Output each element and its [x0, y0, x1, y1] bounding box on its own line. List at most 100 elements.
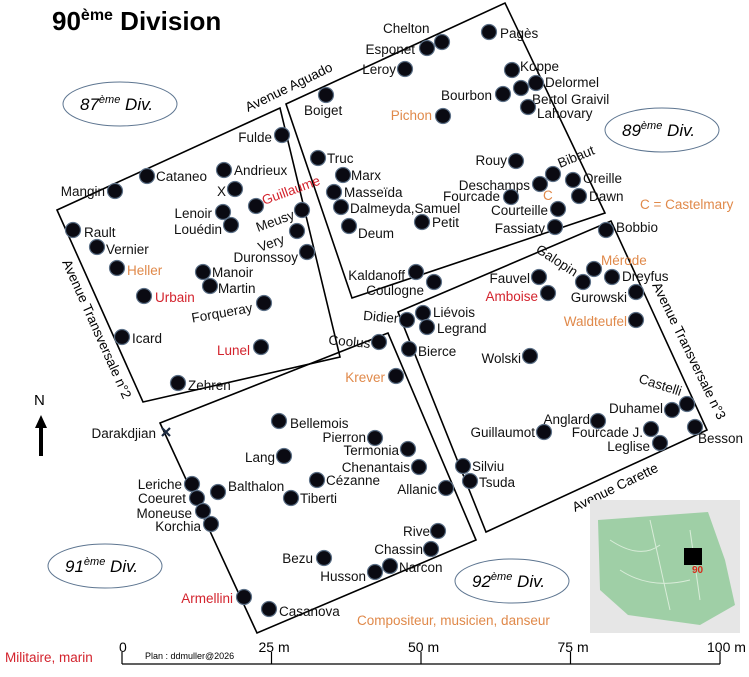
- grave-marker[interactable]: [574, 273, 592, 291]
- grave-marker[interactable]: [454, 457, 472, 475]
- grave-marker[interactable]: [418, 318, 436, 336]
- grave-andrieux[interactable]: Andrieux: [215, 161, 288, 179]
- grave-courteille[interactable]: Courteille: [491, 200, 567, 219]
- grave-rive[interactable]: Rive: [403, 522, 447, 540]
- grave-zehren[interactable]: Zehren: [169, 374, 231, 394]
- grave-waldteufel[interactable]: Waldteufel: [564, 311, 645, 330]
- grave-marker[interactable]: [651, 434, 669, 452]
- grave-bobbio[interactable]: Bobbio: [597, 220, 659, 239]
- grave-marker[interactable]: [437, 479, 455, 497]
- grave-chelton[interactable]: Chelton: [383, 21, 451, 51]
- grave-casanova[interactable]: Casanova: [260, 600, 341, 620]
- grave-marker[interactable]: [507, 152, 525, 170]
- grave-marker[interactable]: [461, 472, 479, 490]
- grave-marker[interactable]: [317, 86, 335, 104]
- grave-boiget[interactable]: Boiget: [304, 86, 343, 119]
- grave-lahovary[interactable]: Lahovary: [519, 98, 593, 122]
- grave-marker[interactable]: [169, 374, 187, 392]
- grave-silviu[interactable]: Silviu: [454, 457, 505, 475]
- grave-marker[interactable]: [370, 333, 388, 351]
- grave-dalmeyda-samuel[interactable]: Dalmeyda,Samuel: [332, 198, 461, 217]
- grave-armellini[interactable]: Armellini: [181, 588, 253, 607]
- grave-marker[interactable]: [603, 268, 621, 286]
- grave-duhamel[interactable]: Duhamel: [609, 401, 681, 419]
- grave-marker[interactable]: [425, 273, 443, 291]
- grave-manoir[interactable]: Manoir: [194, 263, 254, 281]
- grave-balthalon[interactable]: Balthalon: [209, 479, 285, 501]
- grave-marker[interactable]: [570, 187, 588, 205]
- grave-marx[interactable]: Marx: [334, 166, 382, 184]
- grave-marker[interactable]: [597, 221, 615, 239]
- grave-gurowski[interactable]: Gurowski: [571, 283, 645, 306]
- grave-rouy[interactable]: Rouy: [475, 152, 525, 170]
- grave-urbain[interactable]: Urbain: [135, 287, 195, 306]
- grave-marker[interactable]: [418, 39, 436, 57]
- grave-didier[interactable]: Didier: [363, 308, 416, 329]
- grave-pages[interactable]: Pagès: [480, 23, 539, 42]
- grave-marker[interactable]: [334, 166, 352, 184]
- grave-coolus[interactable]: Coolus: [328, 332, 388, 351]
- grave-fulde[interactable]: Fulde: [238, 126, 291, 146]
- grave-oreille[interactable]: Oreille: [564, 171, 623, 189]
- grave-marker[interactable]: [188, 489, 206, 507]
- grave-marker[interactable]: [410, 458, 428, 476]
- grave-petit[interactable]: Petit: [413, 213, 460, 231]
- grave-marker[interactable]: [429, 522, 447, 540]
- grave-amboise[interactable]: Amboise: [485, 284, 557, 305]
- grave-marker[interactable]: [678, 395, 696, 413]
- grave-anglard[interactable]: Anglard: [543, 412, 607, 430]
- grave-marker[interactable]: [422, 540, 440, 558]
- grave-marker[interactable]: [544, 165, 562, 183]
- grave-marker[interactable]: [503, 61, 521, 79]
- grave-marker[interactable]: [201, 277, 219, 295]
- grave-marker[interactable]: [288, 222, 306, 240]
- grave-merode[interactable]: Mérode: [585, 253, 647, 278]
- grave-marker[interactable]: [255, 294, 273, 312]
- grave-marker[interactable]: [585, 260, 603, 278]
- grave-marker[interactable]: [108, 259, 126, 277]
- grave-marker[interactable]: [381, 557, 399, 575]
- grave-marker[interactable]: [88, 238, 106, 256]
- grave-marker[interactable]: [135, 287, 153, 305]
- grave-marker[interactable]: [214, 203, 232, 221]
- grave-husson[interactable]: Husson: [320, 563, 384, 585]
- grave-allanic[interactable]: Allanic: [397, 479, 455, 498]
- grave-marker[interactable]: [273, 126, 291, 144]
- grave-marker[interactable]: [64, 221, 82, 239]
- grave-louedin[interactable]: Louédin: [174, 216, 240, 238]
- grave-marker[interactable]: [215, 161, 233, 179]
- grave-cataneo[interactable]: Cataneo: [138, 167, 208, 185]
- grave-coeuret[interactable]: Coeuret: [138, 489, 206, 507]
- grave-marker[interactable]: [549, 200, 567, 218]
- grave-korchia[interactable]: Korchia: [155, 515, 220, 535]
- grave-marker[interactable]: [298, 243, 316, 261]
- grave-bierce[interactable]: Bierce: [400, 340, 457, 360]
- grave-marker[interactable]: [413, 213, 431, 231]
- grave-guillaume[interactable]: Guillaume: [247, 173, 323, 215]
- grave-martin[interactable]: Martin: [201, 277, 256, 297]
- grave-chassin[interactable]: Chassin: [374, 540, 440, 558]
- grave-marker[interactable]: [325, 183, 343, 201]
- grave-marker[interactable]: [642, 420, 660, 438]
- grave-marker[interactable]: [209, 483, 227, 501]
- grave-vernier[interactable]: Vernier: [88, 238, 150, 258]
- grave-krever[interactable]: Krever: [345, 367, 405, 386]
- grave-marker[interactable]: [282, 489, 300, 507]
- grave-lang[interactable]: Lang: [245, 447, 293, 466]
- grave-marker[interactable]: [521, 347, 539, 365]
- grave-marker[interactable]: [433, 33, 451, 51]
- grave-masseida[interactable]: Masseïda: [325, 183, 404, 201]
- grave-fauvel[interactable]: Fauvel: [489, 268, 548, 287]
- grave-chenantais[interactable]: Chenantais: [342, 458, 428, 476]
- grave-tsuda[interactable]: Tsuda: [461, 472, 516, 491]
- grave-marker[interactable]: [414, 304, 432, 322]
- grave-marker[interactable]: [252, 338, 270, 356]
- grave-legrand[interactable]: Legrand: [418, 318, 487, 337]
- grave-icard[interactable]: Icard: [113, 328, 163, 347]
- grave-marker[interactable]: [480, 23, 498, 41]
- grave-marker[interactable]: [530, 268, 548, 286]
- grave-leriche[interactable]: Leriche: [138, 475, 201, 493]
- grave-coulogne[interactable]: Coulogne: [366, 273, 443, 299]
- grave-marker[interactable]: [106, 182, 124, 200]
- grave-marker[interactable]: [564, 171, 582, 189]
